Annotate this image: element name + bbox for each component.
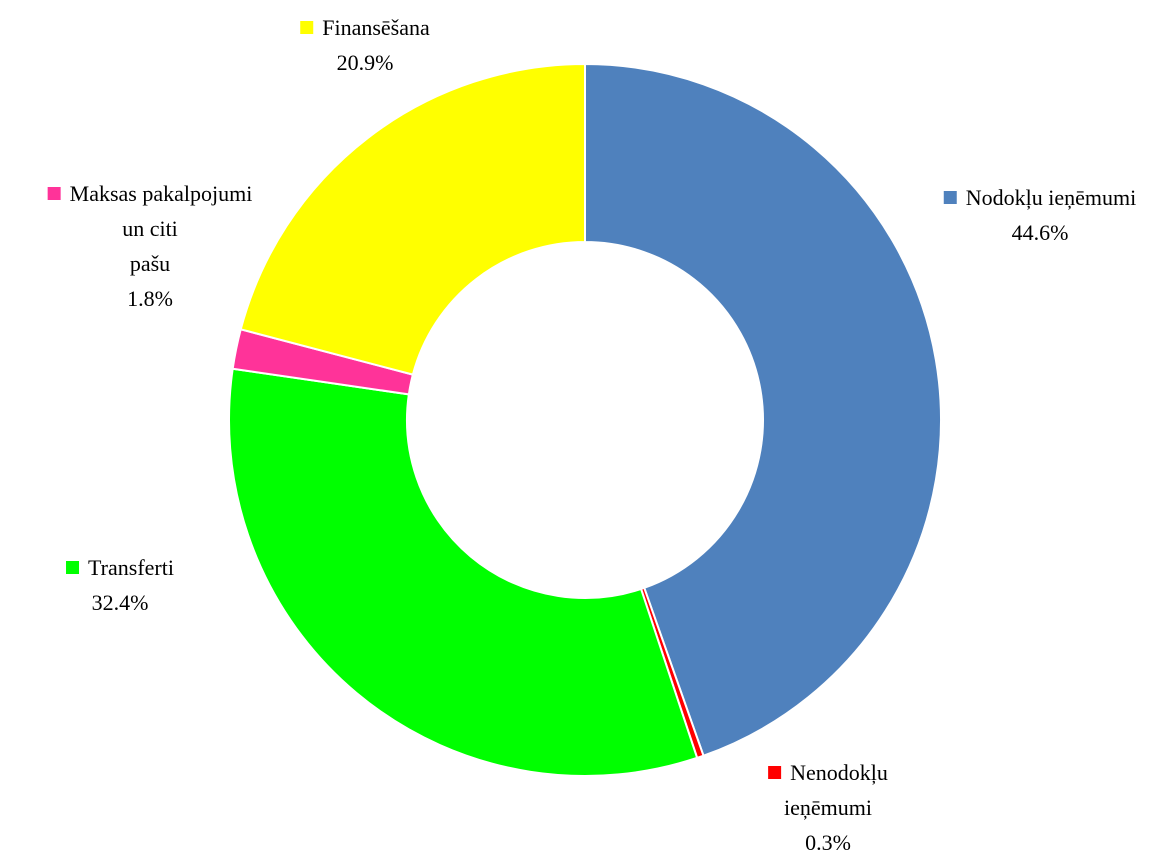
- value-label: 1.8%: [127, 286, 173, 311]
- category-name: Transferti: [88, 555, 174, 580]
- slice-label: Finansēšana 20.9%: [300, 10, 430, 80]
- slice-label: Maksas pakalpojumi un citi pašu 1.8%: [47, 176, 252, 316]
- value-label: 44.6%: [1011, 220, 1069, 245]
- slice-label: Nenodokļu ieņēmumi 0.3%: [768, 755, 888, 860]
- slice-label: Transferti 32.4%: [66, 550, 174, 620]
- category-name: Nenodokļu ieņēmumi: [768, 755, 888, 825]
- category-name: Finansēšana: [322, 15, 430, 40]
- legend-key: [943, 191, 957, 204]
- legend-key: [47, 187, 61, 200]
- slice-label: Nodokļu ieņēmumi 44.6%: [943, 180, 1137, 250]
- value-label: 20.9%: [336, 50, 394, 75]
- legend-key: [66, 561, 80, 574]
- category-name: Maksas pakalpojumi un citi pašu: [47, 176, 252, 281]
- value-label: 32.4%: [91, 590, 149, 615]
- category-name: Nodokļu ieņēmumi: [965, 185, 1137, 210]
- value-label: 0.3%: [805, 830, 851, 855]
- donut-slice: [239, 62, 586, 376]
- legend-key: [300, 21, 314, 34]
- donut-slice: [584, 62, 942, 757]
- legend-key: [768, 766, 782, 779]
- donut-slice: [228, 367, 699, 777]
